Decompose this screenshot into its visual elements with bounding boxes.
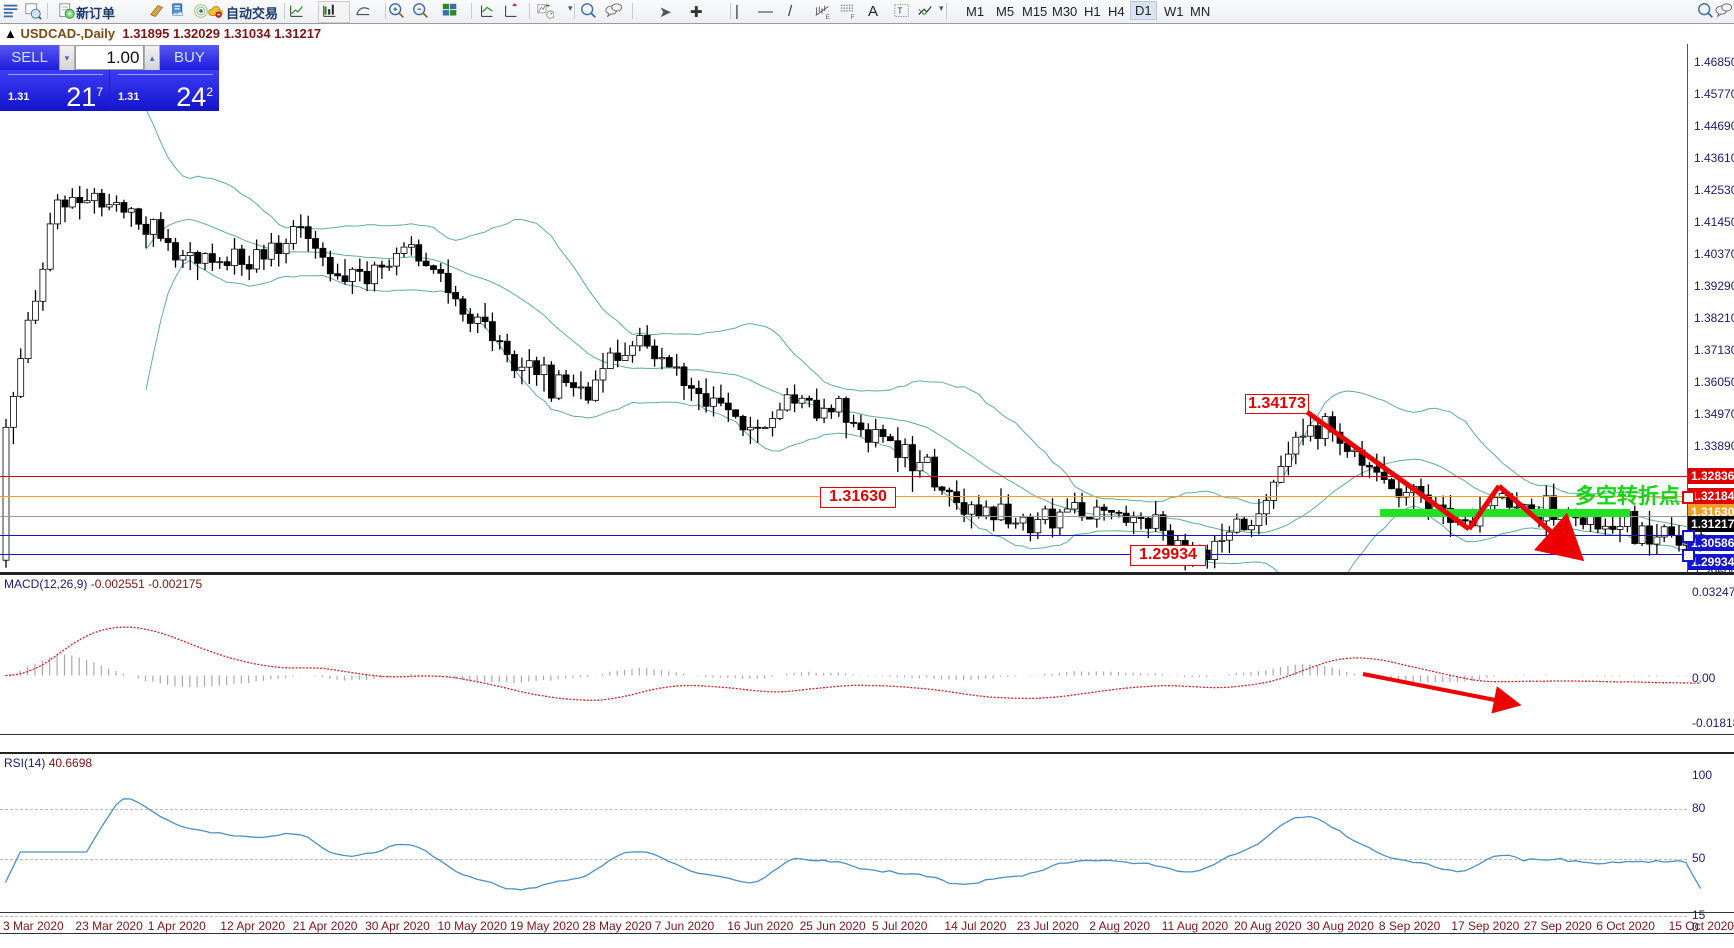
svg-text:T: T (898, 7, 903, 16)
svg-text:F: F (851, 14, 855, 20)
svg-text:E: E (826, 14, 830, 20)
